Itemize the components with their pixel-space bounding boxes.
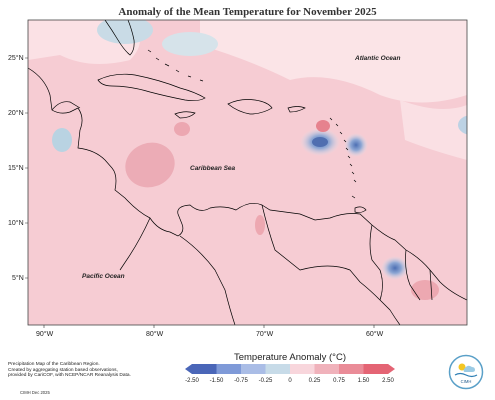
ocean-label-atlantic: Atlantic Ocean	[354, 55, 401, 62]
colorbar-tick-label: -0.25	[259, 378, 273, 384]
legend-colorbar: -2.50 -1.50 -0.75 -0.25 0 0.25 0.75 1.50 2.50	[185, 364, 395, 384]
colorbar-tick-label: 1.50	[358, 378, 370, 384]
lat-label-20n: 20°N	[8, 109, 24, 117]
colorbar-tick-label: -0.75	[234, 378, 248, 384]
axis-ticks	[25, 57, 375, 328]
colorbar-cell	[339, 364, 364, 374]
colorbar-cell	[216, 364, 242, 374]
credit-line-2: Created by aggregating station based obs…	[8, 367, 118, 373]
credit-date: CIMH Dec 2025	[20, 390, 50, 395]
lon-label-90w: 90°W	[36, 330, 54, 338]
colorbar-cell	[363, 364, 389, 374]
credit-line-3: provided by CariCOF, with NCEP/NCAR Rean…	[8, 373, 131, 379]
logo-cloud-icon	[463, 365, 475, 372]
light-anomaly-zone-east	[400, 100, 467, 160]
colorbar-tick-label: 0.75	[333, 378, 345, 384]
coastlines	[28, 20, 467, 325]
colorbar-tick-label: -2.50	[185, 378, 199, 384]
colorbar-tick-label: 2.50	[382, 378, 394, 384]
lon-label-70w: 70°W	[256, 330, 274, 338]
cimh-logo: CIMH	[448, 354, 484, 390]
warm-anomaly-west-caribbean	[125, 142, 175, 188]
colorbar-cell	[290, 364, 315, 374]
logo-wave-icon	[454, 372, 478, 378]
colorbar-tick-label: -1.50	[210, 378, 224, 384]
cold-anomaly-core	[312, 137, 328, 147]
colorbar-cell	[241, 364, 266, 374]
warm-anomaly-maracaibo	[255, 215, 265, 235]
colorbar-cell	[314, 364, 340, 374]
colorbar-cell	[265, 364, 291, 374]
credit-text: Precipitation Map of the Caribbean Regio…	[8, 362, 178, 379]
colorbar-left-arrow	[185, 364, 192, 374]
colorbar-tick-label: 0	[288, 378, 292, 384]
map-title: Anomaly of the Mean Temperature for Nove…	[118, 6, 377, 18]
cold-anomaly-guyana	[381, 256, 409, 280]
lat-label-10n: 10°N	[8, 219, 24, 227]
map-frame	[27, 19, 468, 326]
warm-anomaly-puertorico	[316, 120, 330, 132]
lon-label-80w: 80°W	[146, 330, 164, 338]
lat-label-5n: 5°N	[12, 274, 24, 282]
cold-anomaly-bahamas	[162, 32, 218, 56]
light-anomaly-zone-north	[200, 20, 467, 103]
longitude-labels: 90°W 80°W 70°W 60°W	[36, 330, 384, 338]
warm-anomaly-suriname	[411, 280, 439, 300]
latitude-labels: 25°N 20°N 15°N 10°N 5°N	[8, 54, 24, 282]
colorbar-tick-label: 0.25	[309, 378, 321, 384]
cold-anomaly-florida	[97, 20, 153, 44]
credit-line-1: Precipitation Map of the Caribbean Regio…	[8, 362, 100, 367]
cold-anomaly-atlantic	[458, 115, 467, 135]
ocean-label-pacific: Pacific Ocean	[82, 273, 125, 280]
cold-anomaly-belize	[52, 128, 72, 152]
warm-anomaly-cayman	[174, 122, 190, 136]
colorbar-cell	[192, 364, 217, 374]
lat-label-15n: 15°N	[8, 164, 24, 172]
ocean-label-caribbean: Caribbean Sea	[190, 165, 236, 172]
logo-sun-icon	[458, 363, 466, 371]
logo-text: CIMH	[461, 379, 472, 384]
lat-label-25n: 25°N	[8, 54, 24, 62]
legend-title: Temperature Anomaly (°C)	[233, 352, 347, 363]
cold-anomaly-windward	[344, 133, 368, 157]
colorbar-right-arrow	[388, 364, 395, 374]
lon-label-60w: 60°W	[366, 330, 384, 338]
